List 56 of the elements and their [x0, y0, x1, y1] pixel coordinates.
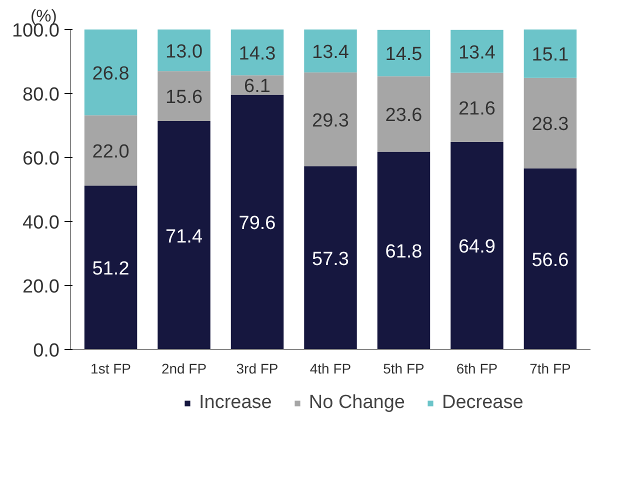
data-label: 22.0: [92, 141, 130, 162]
bar: [304, 30, 357, 72]
data-label: 56.6: [532, 250, 569, 271]
data-label: 29.3: [312, 110, 349, 132]
bar: [158, 30, 210, 72]
bar: [377, 152, 430, 350]
bar: [450, 72, 504, 142]
x-tick-label: 6th FP: [456, 360, 498, 376]
bar: [377, 76, 430, 152]
bar: [84, 30, 138, 116]
data-label: 28.3: [532, 114, 569, 136]
bar: [304, 166, 357, 350]
data-label: 61.8: [385, 242, 422, 263]
bar: [230, 94, 284, 350]
data-label: 71.4: [166, 226, 203, 248]
legend-label: Increase: [199, 392, 272, 414]
bar: [524, 168, 577, 350]
data-label: 57.3: [312, 248, 349, 270]
x-tick-label: 3rd FP: [236, 360, 278, 376]
bar: [524, 30, 577, 78]
bar: [450, 142, 504, 350]
data-label: 13.4: [312, 42, 350, 63]
y-tick-label: 40.0: [22, 212, 60, 234]
y-tick-label: 80.0: [22, 84, 60, 106]
x-tick-label: 5th FP: [383, 360, 424, 376]
data-label: 13.0: [166, 41, 203, 62]
bar: [230, 30, 284, 76]
data-label: 79.6: [238, 213, 276, 234]
data-label: 14.3: [238, 43, 276, 64]
y-tick-label: 20.0: [22, 276, 60, 298]
data-label: 6.1: [244, 76, 270, 98]
bar: [524, 78, 577, 168]
data-label: 23.6: [385, 104, 422, 126]
data-label: 15.1: [532, 44, 569, 66]
data-label: 14.5: [385, 44, 422, 66]
bar: [377, 30, 430, 76]
data-label: 15.6: [166, 87, 203, 108]
x-tick-label: 7th FP: [530, 360, 571, 376]
bar: [84, 115, 138, 186]
data-label: 64.9: [458, 236, 496, 258]
y-tick-label: 60.0: [22, 148, 60, 170]
x-tick-label: 4th FP: [310, 360, 352, 376]
bar: [158, 71, 210, 122]
legend-label: Decrease: [442, 392, 524, 414]
bar: [304, 72, 357, 166]
x-tick-label: 2nd FP: [161, 360, 207, 376]
bar: [450, 30, 504, 73]
data-label: 51.2: [92, 258, 130, 280]
bar: [158, 121, 210, 350]
data-label: 13.4: [458, 42, 496, 64]
y-tick-label: 0.0: [33, 340, 60, 362]
data-label: 26.8: [92, 63, 130, 84]
data-label: 21.6: [458, 98, 496, 120]
x-tick-label: 1st FP: [90, 360, 132, 376]
bar: [84, 186, 138, 350]
legend-label: No Change: [308, 392, 405, 414]
